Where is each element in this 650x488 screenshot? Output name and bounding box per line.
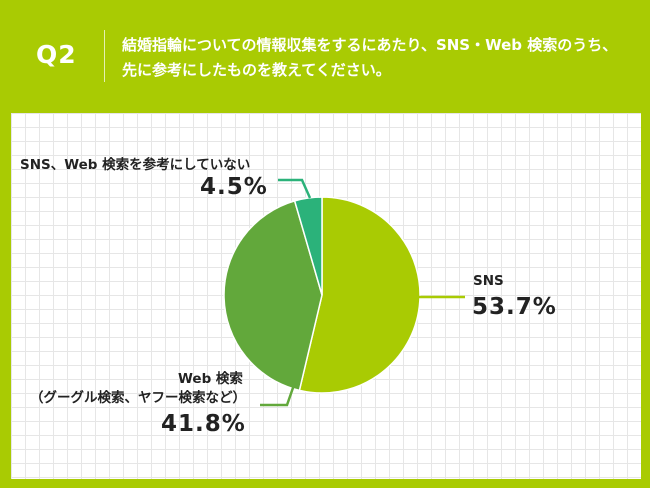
header: Q2 結婚指輪についての情報収集をするにあたり、SNS・Web 検索のうち、先に… bbox=[0, 0, 650, 112]
pie-slice-web bbox=[223, 199, 323, 392]
leader-line-web bbox=[260, 381, 297, 407]
slice-sublabel-web: （グーグル検索、ヤフー検索など） bbox=[30, 390, 246, 406]
question-text: 結婚指輪についての情報収集をするにあたり、SNS・Web 検索のうち、先に参考に… bbox=[122, 36, 618, 79]
slice-value-sns: 53.7% bbox=[472, 294, 557, 320]
header-divider bbox=[104, 30, 105, 82]
slice-label-none: SNS、Web 検索を参考にしていない bbox=[20, 157, 251, 173]
pie-slice-none bbox=[293, 196, 323, 296]
slice-label-web: Web 検索 bbox=[178, 371, 243, 387]
pie-slice-sns bbox=[298, 196, 421, 394]
slice-value-none: 4.5% bbox=[200, 174, 268, 200]
slice-value-web: 41.8% bbox=[161, 411, 246, 437]
slice-label-sns: SNS bbox=[473, 273, 504, 289]
leader-line-none bbox=[278, 178, 312, 199]
question-number: Q2 bbox=[36, 40, 77, 69]
